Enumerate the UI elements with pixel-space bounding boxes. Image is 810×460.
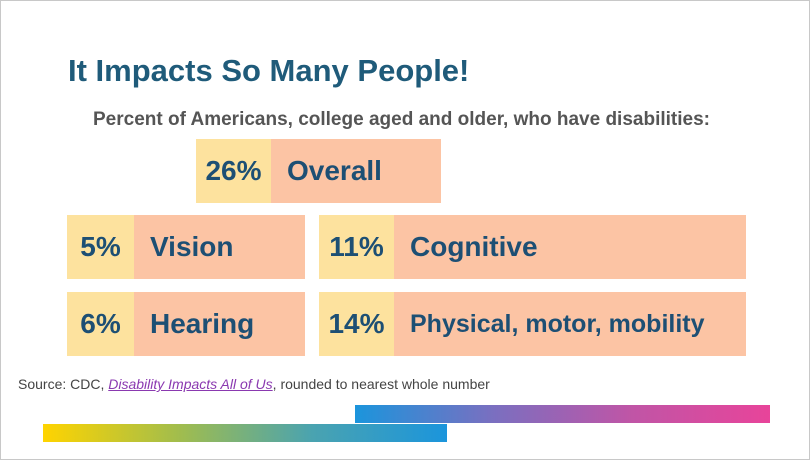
stat-vision-label: Vision bbox=[150, 231, 234, 262]
stat-hearing: 6% Hearing bbox=[67, 292, 305, 356]
stat-hearing-percent: 6% bbox=[67, 292, 134, 356]
source-prefix: Source: CDC, bbox=[18, 376, 109, 392]
stat-overall: 26% Overall bbox=[196, 139, 441, 203]
stat-cognitive: 11% Cognitive bbox=[319, 215, 746, 279]
stat-vision: 5% Vision bbox=[67, 215, 305, 279]
stat-physical: 14% Physical, motor, mobility bbox=[319, 292, 746, 356]
stat-overall-percent: 26% bbox=[196, 139, 271, 203]
decorative-bar-top bbox=[355, 405, 770, 423]
stat-physical-percent: 14% bbox=[319, 292, 394, 356]
slide-title: It Impacts So Many People! bbox=[68, 53, 470, 88]
stat-vision-percent: 5% bbox=[67, 215, 134, 279]
stat-hearing-label: Hearing bbox=[150, 308, 255, 339]
decorative-bar-bottom bbox=[43, 424, 447, 442]
source-note: Source: CDC, Disability Impacts All of U… bbox=[18, 376, 490, 392]
source-suffix: , rounded to nearest whole number bbox=[272, 376, 490, 392]
stat-physical-label: Physical, motor, mobility bbox=[410, 309, 705, 338]
slide-subtitle: Percent of Americans, college aged and o… bbox=[93, 109, 710, 130]
stat-overall-label: Overall bbox=[287, 155, 382, 186]
stat-cognitive-label: Cognitive bbox=[410, 231, 538, 262]
source-link[interactable]: Disability Impacts All of Us bbox=[108, 376, 273, 392]
stat-cognitive-percent: 11% bbox=[319, 215, 394, 279]
